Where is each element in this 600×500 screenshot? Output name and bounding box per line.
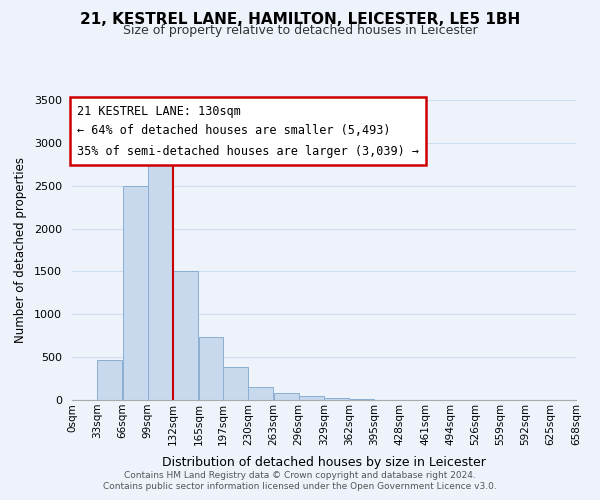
Bar (199, 336, 223, 400)
Bar (349, 399, 374, 400)
Text: Contains HM Land Registry data © Crown copyright and database right 2024.: Contains HM Land Registry data © Crown c… (124, 471, 476, 480)
Text: Contains public sector information licensed under the Open Government Licence v3: Contains public sector information licen… (103, 482, 497, 491)
Bar (148, 162, 173, 400)
Bar (274, 393, 299, 400)
Bar (97, 360, 122, 400)
Text: 21 KESTREL LANE: 130sqm
← 64% of detached houses are smaller (5,493)
35% of semi: 21 KESTREL LANE: 130sqm ← 64% of detache… (77, 104, 419, 158)
Bar (324, 398, 349, 400)
Text: Size of property relative to detached houses in Leicester: Size of property relative to detached ho… (122, 24, 478, 37)
Y-axis label: Number of detached properties: Number of detached properties (14, 157, 27, 343)
Bar (299, 396, 324, 400)
Bar (223, 366, 248, 400)
Text: 21, KESTREL LANE, HAMILTON, LEICESTER, LE5 1BH: 21, KESTREL LANE, HAMILTON, LEICESTER, L… (80, 12, 520, 28)
X-axis label: Distribution of detached houses by size in Leicester: Distribution of detached houses by size … (162, 456, 486, 469)
Bar (173, 272, 198, 400)
Bar (123, 186, 148, 400)
Bar (248, 387, 273, 400)
